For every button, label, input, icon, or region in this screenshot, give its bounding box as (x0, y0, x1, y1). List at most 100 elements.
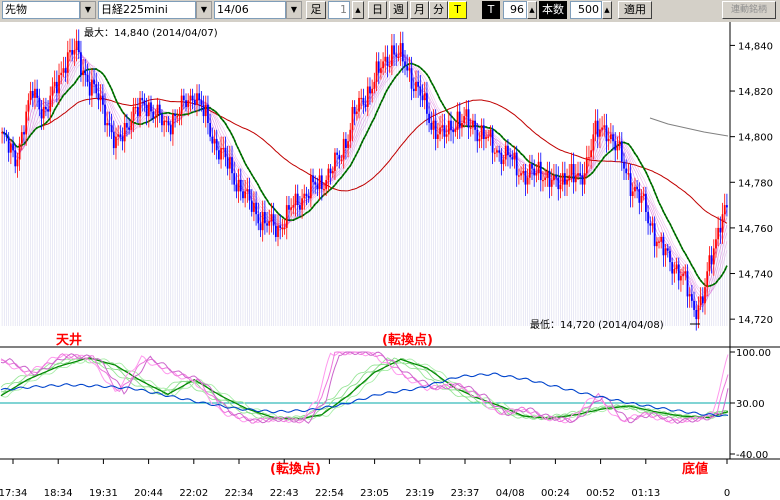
candle (34, 79, 36, 110)
symbol-select-value: 先物 (5, 3, 27, 16)
bottom-label: 底値 (682, 461, 708, 477)
contract-dropdown-icon[interactable]: ▼ (286, 1, 302, 19)
day-button[interactable]: 日 (368, 1, 387, 19)
symbol-select[interactable]: 先物 (2, 1, 80, 19)
candle (686, 264, 689, 308)
time-axis: 17:34 18:34 19:31 20:44 22:02 22:34 22:43 22:54… (0, 459, 730, 499)
candle (498, 145, 501, 162)
candle (270, 202, 273, 233)
candle (75, 29, 78, 62)
candle (726, 193, 728, 217)
symbol-dropdown-icon[interactable]: ▼ (80, 1, 96, 19)
candle (274, 214, 277, 242)
index-select-value: 日経225mini (101, 3, 168, 16)
t-value-input[interactable]: 96 (503, 1, 527, 19)
candle (688, 287, 691, 308)
candle (299, 195, 301, 217)
index-select[interactable]: 日経225mini (98, 1, 196, 19)
candle (60, 61, 63, 85)
connect-stock-button[interactable]: 連動銘柄 (722, 1, 776, 19)
candle (640, 189, 643, 212)
candle (489, 125, 492, 146)
candle (323, 182, 325, 196)
min-annotation: 最低：14,720 (2014/04/08) (530, 318, 664, 331)
candle (23, 125, 25, 144)
count-stepper-icon[interactable]: ▲ (602, 1, 612, 19)
candle (73, 38, 76, 66)
candle (314, 175, 317, 194)
candle (445, 125, 448, 144)
candle (458, 102, 461, 139)
candle (572, 152, 575, 194)
price-tick-label: 14,820 (738, 87, 773, 98)
candle (629, 164, 632, 208)
osc-tick-label: 100.00 (736, 348, 771, 359)
t-stepper-icon[interactable]: ▲ (527, 1, 537, 19)
candle (325, 175, 328, 196)
apply-button[interactable]: 適用 (618, 1, 652, 19)
candle (421, 84, 424, 107)
candle (257, 202, 260, 231)
candle (669, 246, 671, 272)
candle (401, 31, 404, 73)
candle (588, 145, 590, 167)
candle (426, 81, 428, 126)
candle (397, 45, 400, 62)
candle (117, 125, 120, 146)
candle (596, 109, 599, 149)
candle (290, 198, 293, 217)
time-tick-label: 22:54 (315, 488, 344, 499)
candle (579, 161, 582, 185)
candle (690, 284, 693, 308)
candle (546, 161, 549, 187)
candle (581, 164, 584, 196)
candle (605, 113, 608, 153)
tick-button[interactable]: T (448, 1, 467, 19)
candle (590, 138, 593, 169)
price-chart: 14,840 14,820 14,800 14,780 14,760 14,740 14,7… (0, 22, 780, 500)
candle (97, 81, 100, 110)
candle (511, 150, 514, 167)
minute-button[interactable]: 分 (429, 1, 448, 19)
candle (583, 161, 586, 194)
candle (331, 166, 334, 178)
candle (259, 211, 262, 238)
candle (49, 86, 52, 123)
candle (393, 34, 395, 66)
candle (500, 148, 503, 176)
price-tick-label: 14,740 (738, 270, 773, 281)
candle (268, 209, 271, 235)
candle (520, 166, 522, 180)
candle (563, 161, 566, 196)
candle (279, 214, 282, 240)
candle (447, 111, 450, 142)
month-button[interactable]: 月 (410, 1, 429, 19)
candle (309, 168, 312, 208)
candle (71, 38, 74, 62)
candle (347, 134, 349, 158)
turn-label-1: (転換点) (382, 332, 433, 348)
leg-button[interactable]: 足 (306, 1, 326, 19)
candle (553, 164, 555, 185)
index-dropdown-icon[interactable]: ▼ (196, 1, 212, 19)
period-stepper-icon[interactable]: ▲ (352, 1, 364, 19)
candle (360, 88, 363, 110)
candle (504, 141, 507, 167)
candle (185, 93, 187, 112)
grid (1, 40, 728, 326)
candle (112, 120, 115, 155)
candle (432, 109, 435, 139)
time-tick-label: 17:34 (0, 488, 27, 499)
contract-select[interactable]: 14/06 (214, 1, 286, 19)
candle (82, 59, 84, 87)
candle (701, 287, 704, 313)
candle (353, 100, 356, 126)
osc-magenta-line (0, 351, 729, 424)
candle (277, 214, 279, 247)
count-input[interactable]: 500 (570, 1, 602, 19)
candle (452, 120, 455, 144)
candle (115, 127, 117, 160)
period-input[interactable]: 1 (328, 1, 350, 19)
time-tick-label: 23:05 (360, 488, 389, 499)
week-button[interactable]: 週 (389, 1, 408, 19)
